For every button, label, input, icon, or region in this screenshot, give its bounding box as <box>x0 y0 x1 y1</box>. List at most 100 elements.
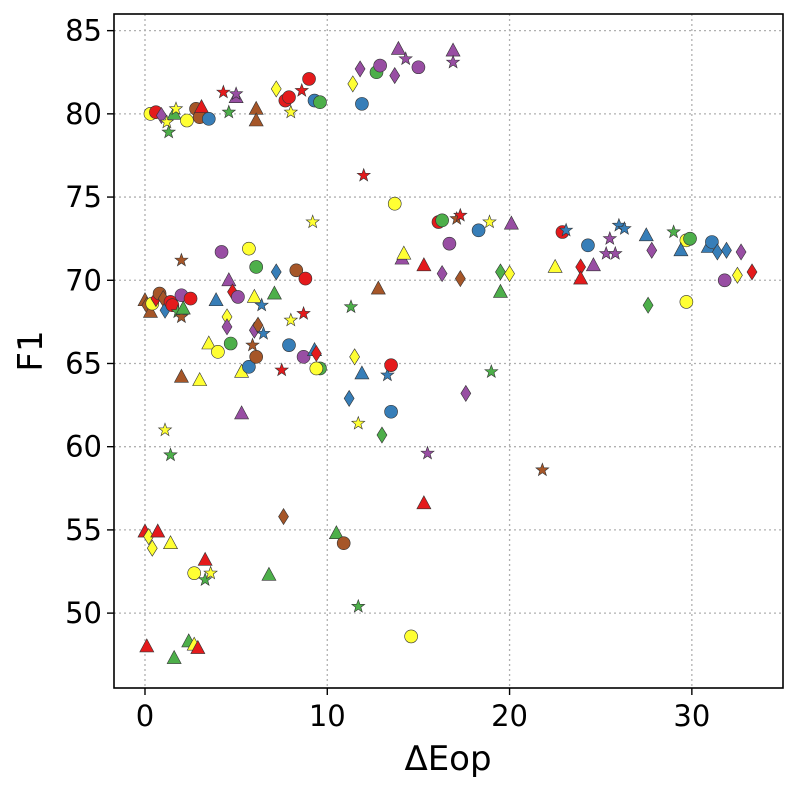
data-point-red-circle <box>298 271 313 286</box>
data-point-yellow-star <box>168 101 184 116</box>
data-point-purple-triangle <box>390 40 406 55</box>
x-axis-ticks: 0 10 20 30 <box>136 688 710 733</box>
data-point-green-star <box>484 364 499 379</box>
data-point-yellow-star <box>305 214 321 229</box>
data-point-green-circle <box>313 95 327 110</box>
data-point-blue-diamond <box>721 241 732 259</box>
data-point-red-circle <box>384 358 398 372</box>
data-point-purple-triangle <box>221 272 237 287</box>
data-point-purple-star <box>228 86 244 101</box>
y-tick-label: 50 <box>65 596 102 630</box>
data-point-purple-diamond <box>460 384 472 403</box>
data-point-yellow-triangle <box>163 535 179 550</box>
data-point-blue-diamond <box>270 263 282 281</box>
data-point-brown-circle <box>336 536 351 551</box>
data-point-green-star <box>163 447 178 462</box>
data-point-blue-circle <box>201 112 216 126</box>
data-point-purple-star <box>602 231 618 245</box>
data-point-purple-star <box>398 51 413 66</box>
data-point-brown-triangle <box>370 280 386 295</box>
data-point-yellow-diamond <box>349 348 360 366</box>
data-point-purple-star <box>420 445 435 460</box>
data-point-red-star <box>294 82 310 97</box>
data-point-yellow-diamond <box>146 539 158 557</box>
data-point-green-diamond <box>642 296 654 314</box>
data-point-red-star <box>356 167 372 182</box>
data-point-yellow-circle <box>309 361 324 376</box>
x-tick-label: 30 <box>673 699 710 733</box>
data-point-green-triangle <box>175 300 191 315</box>
data-point-red-star <box>453 207 468 222</box>
data-point-purple-circle <box>373 58 387 73</box>
plot-frame <box>113 13 784 689</box>
data-point-green-triangle <box>261 566 277 581</box>
data-point-green-circle <box>249 260 263 274</box>
data-point-blue-triangle <box>354 365 370 380</box>
data-point-red-triangle <box>416 257 432 272</box>
data-point-purple-circle <box>231 290 245 304</box>
x-tick-label: 0 <box>136 699 154 733</box>
data-point-blue-circle <box>355 97 369 111</box>
data-point-red-star <box>216 84 231 99</box>
data-point-purple-diamond <box>354 60 366 78</box>
data-point-yellow-star <box>482 214 497 229</box>
y-tick-label: 75 <box>65 180 102 214</box>
data-point-yellow-star <box>350 415 366 430</box>
data-point-green-star <box>161 124 177 139</box>
data-point-red-circle <box>183 291 198 306</box>
data-point-red-triangle <box>193 99 210 113</box>
data-point-yellow-star <box>283 312 299 327</box>
y-tick-label: 55 <box>65 513 102 547</box>
x-axis-label: ΔEop <box>404 739 491 779</box>
data-point-purple-circle <box>214 245 229 259</box>
data-point-blue-triangle <box>673 242 689 257</box>
data-points <box>137 40 758 664</box>
data-point-brown-circle <box>289 263 304 278</box>
data-point-red-triangle <box>197 551 213 566</box>
y-tick-label: 65 <box>65 346 102 380</box>
x-tick-label: 10 <box>309 699 346 733</box>
data-point-yellow-diamond <box>270 80 282 98</box>
data-point-green-triangle <box>266 285 282 300</box>
y-tick-label: 85 <box>65 14 102 48</box>
data-point-brown-circle <box>249 350 263 364</box>
data-point-brown-triangle <box>173 368 189 383</box>
data-point-brown-triangle <box>142 303 158 318</box>
data-point-yellow-circle <box>180 113 194 128</box>
data-point-red-triangle <box>573 270 589 285</box>
data-point-red-triangle <box>139 638 155 653</box>
data-point-brown-star <box>174 252 189 267</box>
data-point-blue-star <box>558 222 574 237</box>
data-point-purple-triangle <box>503 215 519 230</box>
data-point-purple-diamond <box>436 265 448 283</box>
data-point-green-diamond <box>495 263 506 281</box>
data-point-red-circle <box>282 90 296 105</box>
data-point-green-circle <box>435 213 449 228</box>
data-point-red-triangle <box>150 523 166 538</box>
data-point-yellow-star <box>203 565 218 580</box>
data-point-yellow-circle <box>679 295 694 309</box>
data-point-blue-star <box>254 297 269 312</box>
data-point-purple-circle <box>411 60 426 75</box>
data-point-yellow-star <box>283 104 299 119</box>
y-tick-label: 70 <box>65 263 102 297</box>
data-point-green-star <box>197 572 213 587</box>
data-point-brown-star <box>245 337 260 352</box>
x-tick-label: 20 <box>491 699 528 733</box>
data-point-purple-diamond <box>221 318 233 336</box>
data-point-green-circle <box>683 231 697 246</box>
data-point-yellow-triangle <box>547 258 563 273</box>
data-point-purple-triangle <box>585 257 601 272</box>
data-point-yellow-triangle <box>201 335 217 350</box>
data-point-blue-diamond <box>712 243 723 261</box>
data-point-green-circle <box>223 336 238 351</box>
data-point-blue-circle <box>282 338 296 352</box>
data-point-green-triangle <box>492 283 508 298</box>
data-point-red-diamond <box>746 263 758 281</box>
data-point-purple-diamond <box>646 241 658 259</box>
data-point-blue-circle <box>471 223 486 238</box>
data-point-blue-star <box>617 221 632 235</box>
data-point-green-diamond <box>376 426 388 444</box>
